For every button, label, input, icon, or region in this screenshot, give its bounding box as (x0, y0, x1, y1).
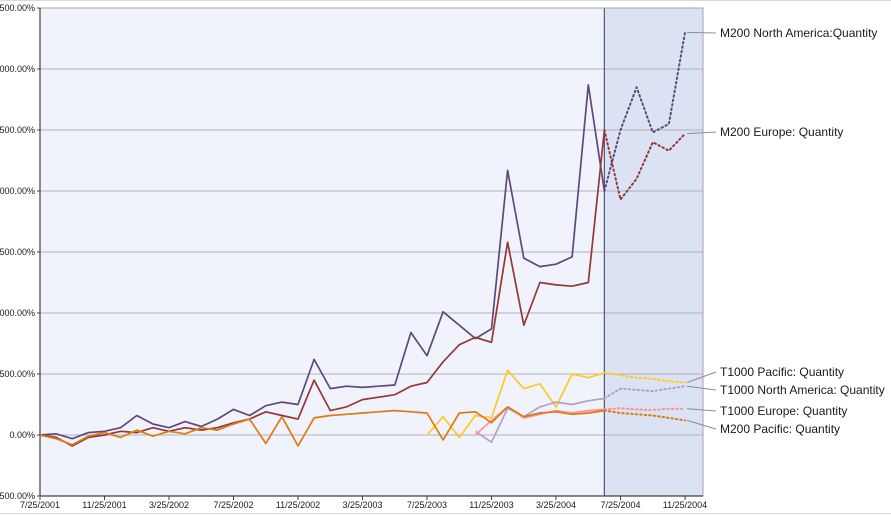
x-axis-label: 11/25/2003 (469, 500, 513, 510)
y-axis-label: -500.00% (0, 491, 35, 501)
series-forecast-line-t1000-europe-quantity (603, 407, 686, 411)
label-leader-line (686, 31, 717, 34)
series-forecast-line-m200-pacific-quantity (603, 409, 686, 422)
series-line-m200-north-america-quantity (39, 84, 606, 440)
series-line-t1000-north-america-quantity (474, 397, 605, 444)
series-line-m200-europe-quantity (39, 129, 606, 447)
x-axis-label: 3/25/2002 (149, 500, 189, 510)
y-axis-label: 1000.00% (0, 308, 35, 318)
x-axis-label: 7/25/2002 (213, 500, 253, 510)
x-axis-label: 11/25/2002 (276, 500, 320, 510)
y-axis-label: 3000.00% (0, 64, 35, 74)
y-axis-label: 0.00% (9, 430, 35, 440)
x-axis-label: 7/25/2004 (600, 500, 640, 510)
x-axis-label: 11/25/2004 (663, 500, 707, 510)
label-leader-line (686, 385, 717, 391)
series-label-t1000-north-america-quantity: T1000 North America: Quantity (720, 383, 885, 397)
x-axis-label: 3/25/2004 (536, 500, 576, 510)
label-leader-line (686, 408, 717, 412)
series-line-t1000-pacific-quantity (426, 369, 605, 439)
series-label-m200-europe-quantity: M200 Europe: Quantity (720, 125, 843, 139)
series-label-m200-pacific-quantity: M200 Pacific: Quantity (720, 422, 840, 436)
y-axis-label: 2000.00% (0, 186, 35, 196)
series-label-t1000-europe-quantity: T1000 Europe: Quantity (720, 404, 847, 418)
series-forecast-line-m200-europe-quantity (603, 129, 686, 201)
series-label-t1000-pacific-quantity: T1000 Pacific: Quantity (720, 365, 844, 379)
x-axis-label: 7/25/2001 (20, 500, 60, 510)
series-forecast-line-t1000-pacific-quantity (603, 371, 686, 384)
series-forecast-line-m200-north-america-quantity (603, 31, 686, 192)
x-axis-label: 11/25/2001 (82, 500, 126, 510)
label-leader-line (686, 371, 717, 384)
y-axis-label: 3500.00% (0, 3, 35, 13)
series-line-t1000-europe-quantity (474, 406, 605, 436)
y-axis-label: 500.00% (0, 369, 35, 379)
series-forecast-line-t1000-north-america-quantity (603, 385, 686, 400)
label-leader-line (686, 419, 717, 430)
y-axis-label: 1500.00% (0, 247, 35, 257)
label-leader-line (686, 131, 717, 135)
x-axis-label: 3/25/2003 (342, 500, 382, 510)
y-axis-label: 2500.00% (0, 125, 35, 135)
series-line-m200-pacific-quantity (39, 406, 605, 447)
series-label-m200-north-america-quantity: M200 North America:Quantity (720, 26, 877, 40)
x-axis-label: 7/25/2003 (407, 500, 447, 510)
